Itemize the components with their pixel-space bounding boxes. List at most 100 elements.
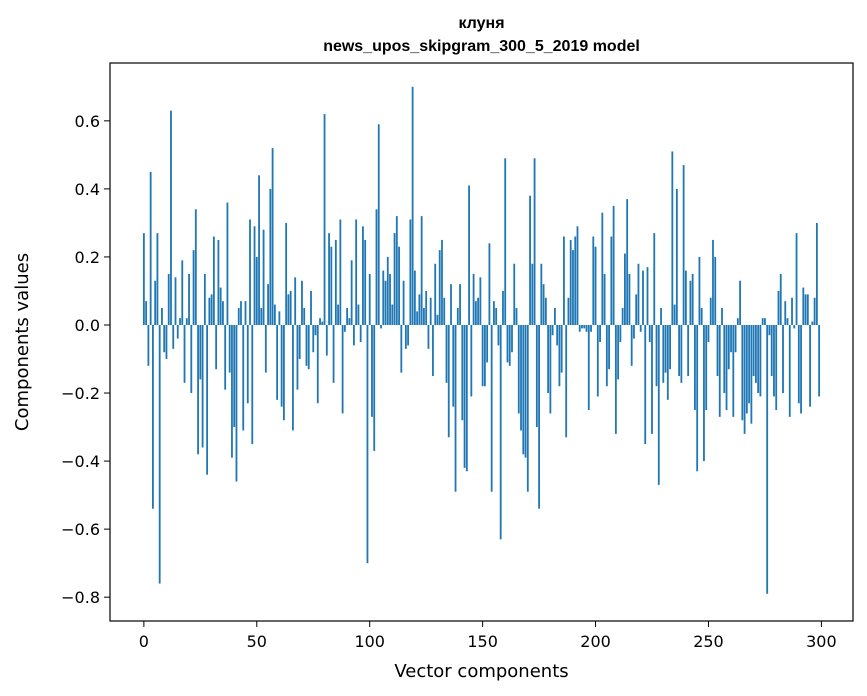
bar-229 <box>660 307 662 325</box>
bar-182 <box>553 307 556 325</box>
bar-247 <box>700 307 703 325</box>
bar-223 <box>646 267 649 325</box>
bar-273 <box>759 324 762 397</box>
bar-98 <box>364 239 367 325</box>
bar-30 <box>210 294 213 325</box>
bar-219 <box>637 263 640 325</box>
bar-136 <box>450 284 452 325</box>
bar-261 <box>732 324 735 417</box>
bar-84 <box>332 324 335 383</box>
x-tick-label: 150 <box>467 632 498 651</box>
bar-58 <box>273 304 276 325</box>
bar-17 <box>181 260 184 325</box>
bar-267 <box>745 324 748 414</box>
bar-27 <box>203 273 206 325</box>
bar-269 <box>750 324 753 424</box>
bar-289 <box>795 233 798 325</box>
bar-254 <box>716 324 719 377</box>
bar-67 <box>294 277 297 325</box>
bar-221 <box>642 270 644 325</box>
bar-293 <box>804 294 807 325</box>
bar-188 <box>567 297 570 325</box>
bar-291 <box>800 324 802 414</box>
bar-243 <box>691 273 694 325</box>
bar-5 <box>154 280 157 325</box>
bar-195 <box>583 324 586 329</box>
bar-276 <box>766 324 769 594</box>
bar-150 <box>481 324 484 387</box>
bar-60 <box>278 311 281 325</box>
bar-99 <box>366 324 369 564</box>
bar-91 <box>348 318 351 325</box>
x-axis-label: Vector components <box>394 661 568 682</box>
bar-85 <box>334 239 337 325</box>
bar-283 <box>782 324 784 394</box>
bar-37 <box>226 202 229 325</box>
plot-frame <box>109 62 854 622</box>
bar-198 <box>590 324 592 332</box>
bar-133 <box>443 297 446 325</box>
bar-49 <box>253 226 256 325</box>
bar-129 <box>434 263 437 325</box>
bar-38 <box>228 324 231 373</box>
bar-260 <box>730 324 732 353</box>
bar-200 <box>594 246 597 325</box>
bar-90 <box>346 307 349 325</box>
bar-234 <box>671 151 674 325</box>
bar-177 <box>542 284 545 325</box>
bar-148 <box>477 297 480 325</box>
bar-82 <box>328 233 330 325</box>
bar-255 <box>718 324 721 417</box>
bar-158 <box>499 324 502 540</box>
bar-256 <box>721 307 723 325</box>
bar-190 <box>572 250 574 325</box>
bar-280 <box>775 324 778 411</box>
bar-94 <box>355 219 358 325</box>
bar-252 <box>712 239 714 325</box>
bar-161 <box>506 324 509 363</box>
bar-290 <box>797 324 800 404</box>
bar-97 <box>362 226 364 325</box>
bar-166 <box>517 324 520 414</box>
bar-242 <box>689 280 692 325</box>
bar-78 <box>319 318 321 325</box>
bar-22 <box>192 250 195 325</box>
bar-10 <box>165 324 168 360</box>
y-tick-label: 0.4 <box>75 180 100 199</box>
bar-25 <box>199 324 202 380</box>
bar-174 <box>535 324 538 428</box>
bar-228 <box>657 324 660 485</box>
bar-169 <box>524 324 527 458</box>
bar-75 <box>312 324 315 353</box>
bar-125 <box>425 290 428 325</box>
bar-117 <box>407 324 410 346</box>
bar-81 <box>325 324 328 356</box>
bar-151 <box>483 324 486 387</box>
y-tick-label: −0.6 <box>61 520 100 539</box>
bar-185 <box>560 324 563 373</box>
bar-233 <box>669 324 671 370</box>
bar-32 <box>215 324 218 370</box>
bar-51 <box>258 175 260 325</box>
bar-181 <box>551 324 554 336</box>
bar-35 <box>222 301 224 325</box>
bar-series <box>142 86 821 594</box>
bar-257 <box>723 324 726 394</box>
y-tick-label: −0.4 <box>61 452 100 471</box>
bar-213 <box>624 253 626 325</box>
bar-201 <box>596 324 599 397</box>
bar-183 <box>556 324 559 346</box>
bar-212 <box>621 307 624 325</box>
bar-50 <box>255 256 258 325</box>
bar-162 <box>508 324 511 366</box>
bar-282 <box>779 273 782 325</box>
bar-250 <box>707 324 710 342</box>
bar-286 <box>788 324 791 417</box>
bar-209 <box>614 324 617 434</box>
bar-47 <box>249 219 251 325</box>
bar-224 <box>648 324 651 342</box>
bar-92 <box>350 260 353 325</box>
bar-42 <box>237 307 240 325</box>
bar-159 <box>502 290 504 325</box>
bar-102 <box>373 324 376 451</box>
